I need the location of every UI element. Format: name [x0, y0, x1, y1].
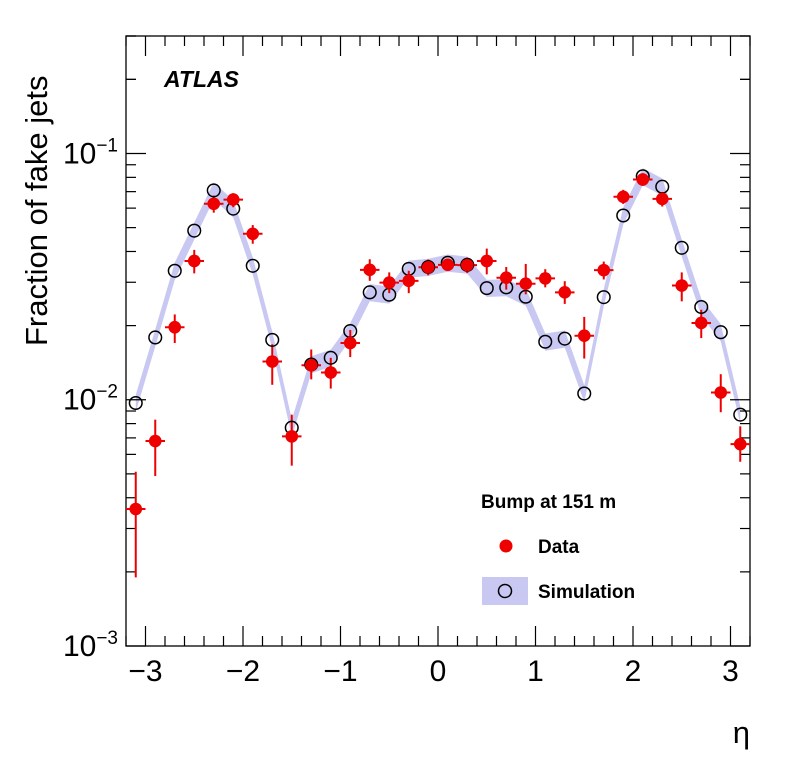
simulation-point [265, 332, 280, 347]
legend: Bump at 151 m Data Simulation [481, 492, 635, 605]
y-axis-title: Fraction of fake jets [19, 75, 54, 346]
data-point [597, 263, 611, 277]
x-tick-label: −1 [323, 655, 357, 688]
data-point [655, 192, 669, 206]
x-tick-label: −3 [128, 655, 162, 688]
legend-title: Bump at 151 m [481, 492, 616, 513]
data-point [382, 276, 396, 289]
simulation-point [148, 330, 163, 345]
data-point [363, 263, 377, 277]
simulation-band-layer [135, 168, 741, 437]
simulation-point [694, 299, 709, 315]
x-tick-label: 0 [430, 655, 447, 688]
data-point [694, 316, 708, 330]
y-tick-label: 10−1 [63, 135, 118, 170]
simulation-point [713, 325, 728, 340]
data-point [460, 258, 474, 272]
simulation-point [557, 331, 572, 346]
simulation-point [479, 281, 494, 296]
y-tick-label: 10−2 [63, 382, 118, 417]
data-point [519, 277, 533, 290]
simulation-point [128, 395, 143, 411]
data-point [538, 272, 552, 285]
y-tick-exponent: −2 [96, 382, 118, 403]
simulation-point [187, 223, 202, 238]
simulation-point [518, 289, 533, 304]
legend-data-marker [499, 539, 513, 553]
simulation-markers [128, 169, 748, 435]
data-point [421, 261, 435, 274]
data-point [558, 286, 572, 299]
data-point [636, 173, 650, 186]
y-tick-base: 10 [63, 384, 96, 417]
x-tick-label: 3 [722, 655, 739, 688]
data-point [148, 434, 162, 448]
data-point [246, 227, 260, 241]
simulation-point [245, 258, 260, 273]
data-point [733, 437, 747, 451]
y-tick-exponent: −3 [96, 628, 118, 649]
data-point [480, 254, 494, 268]
legend-data-label: Data [538, 537, 580, 558]
data-point [168, 320, 182, 334]
simulation-point [674, 240, 689, 255]
legend-simulation-label: Simulation [538, 582, 635, 603]
data-point [187, 254, 201, 268]
simulation-point [616, 208, 631, 223]
simulation-point [206, 183, 221, 198]
simulation-point [596, 290, 611, 305]
data-point [343, 336, 357, 350]
y-tick-label: 10−3 [63, 628, 118, 663]
axis-tick-labels: −3 −2 −1 0 1 2 310−310−210−1 [63, 135, 739, 688]
data-point [207, 197, 221, 211]
axes-frame [125, 35, 751, 647]
data-error-bars [126, 173, 750, 578]
axis-ticks [125, 35, 751, 647]
legend-simulation-band [482, 577, 528, 605]
x-axis-title: η [733, 715, 750, 750]
simulation-uncertainty-band [135, 168, 741, 437]
x-tick-label: 1 [527, 655, 544, 688]
legend-simulation-marker [497, 583, 513, 599]
simulation-point [538, 334, 553, 349]
data-point [285, 430, 299, 443]
data-point [441, 258, 455, 272]
simulation-point [167, 263, 182, 278]
plot-frame [125, 35, 751, 647]
y-tick-base: 10 [63, 137, 96, 170]
data-point [304, 359, 318, 372]
experiment-label: ATLAS [163, 66, 240, 92]
data-point [265, 355, 279, 368]
data-point [129, 502, 143, 516]
x-tick-label: 2 [625, 655, 642, 688]
data-point [402, 274, 416, 288]
simulation-point [577, 386, 592, 401]
simulation-point [733, 407, 748, 422]
data-point [226, 193, 240, 206]
y-tick-base: 10 [63, 630, 96, 663]
data-markers [129, 173, 747, 516]
data-point [324, 366, 338, 379]
y-tick-exponent: −1 [96, 135, 118, 156]
data-point [675, 279, 689, 292]
data-point [499, 271, 513, 285]
data-point [616, 190, 630, 204]
data-point [577, 329, 591, 343]
x-tick-label: −2 [226, 655, 260, 688]
simulation-point [323, 350, 338, 365]
simulation-point [362, 285, 377, 300]
data-point [714, 386, 728, 399]
